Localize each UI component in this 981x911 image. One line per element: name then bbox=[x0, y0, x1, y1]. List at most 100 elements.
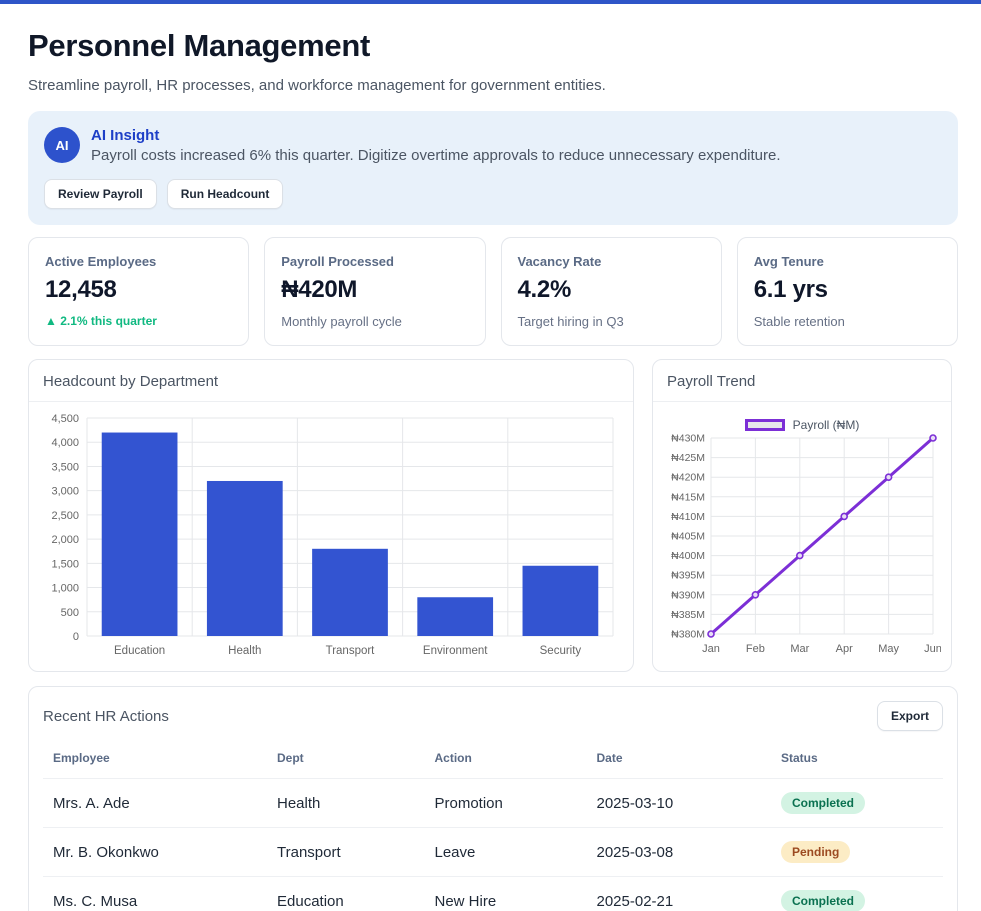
column-header-status: Status bbox=[781, 751, 818, 765]
column-header-employee: Employee bbox=[53, 751, 110, 765]
payroll-trend-card: Payroll Trend Payroll (₦M) ₦380M ₦385M ₦39… bbox=[652, 359, 952, 672]
svg-text:Jan: Jan bbox=[702, 643, 720, 655]
table-row: Mr. B. Okonkwo Transport Leave 2025-03-08 Pe… bbox=[43, 827, 943, 877]
table-row: Ms. C. Musa Education New Hire 2025-02-21 Co… bbox=[43, 876, 943, 911]
svg-text:₦400M: ₦400M bbox=[671, 550, 705, 562]
hr-actions-title: Recent HR Actions bbox=[43, 707, 169, 725]
svg-text:2,000: 2,000 bbox=[51, 534, 79, 546]
svg-text:3,500: 3,500 bbox=[51, 461, 79, 473]
svg-text:₦415M: ₦415M bbox=[671, 491, 705, 503]
date-cell: 2025-03-08 bbox=[596, 827, 781, 877]
svg-text:2,500: 2,500 bbox=[51, 510, 79, 522]
stat-value: 12,458 bbox=[45, 276, 117, 303]
status-badge: Completed bbox=[781, 890, 866, 911]
stat-label: Vacancy Rate bbox=[517, 254, 602, 269]
export-button[interactable]: Export bbox=[876, 701, 943, 731]
charts-row: Headcount by Department 0 500 1,000 1,500 2,… bbox=[28, 359, 958, 672]
svg-text:1,000: 1,000 bbox=[51, 583, 79, 595]
svg-text:Apr: Apr bbox=[836, 643, 853, 655]
svg-text:₦380M: ₦380M bbox=[671, 629, 705, 641]
stat-note: ▲ 2.1% this quarter bbox=[45, 314, 157, 328]
svg-text:500: 500 bbox=[61, 607, 79, 619]
employee-cell: Ms. C. Musa bbox=[43, 876, 277, 911]
stat-note: Target hiring in Q3 bbox=[517, 314, 624, 329]
stat-label: Active Employees bbox=[45, 254, 157, 269]
column-header-action: Action bbox=[434, 751, 472, 765]
dept-cell: Education bbox=[277, 876, 435, 911]
payroll-legend-label: Payroll (₦M) bbox=[792, 418, 860, 432]
status-cell: Pending bbox=[781, 827, 943, 877]
payroll-legend-swatch-icon bbox=[744, 419, 785, 431]
date-cell: 2025-02-21 bbox=[596, 876, 781, 911]
action-cell: Promotion bbox=[434, 778, 597, 828]
status-badge: Pending bbox=[781, 841, 851, 863]
stat-note: Stable retention bbox=[753, 314, 845, 329]
review-payroll-button[interactable]: Review Payroll bbox=[44, 179, 157, 209]
ai-avatar: AI bbox=[44, 127, 80, 163]
hr-actions-table: Employee Dept Action Date Status Mrs. A.… bbox=[43, 743, 943, 911]
page-title: Personnel Management bbox=[28, 28, 370, 63]
payroll-legend[interactable]: Payroll (₦M) bbox=[663, 410, 941, 432]
svg-text:₦425M: ₦425M bbox=[671, 452, 705, 464]
stat-card-vacancy-rate: Vacancy Rate 4.2% Target hiring in Q3 bbox=[500, 237, 722, 346]
svg-text:Transport: Transport bbox=[326, 645, 376, 657]
svg-text:Feb: Feb bbox=[746, 643, 765, 655]
payroll-line-chart[interactable]: ₦380M ₦385M ₦390M ₦395M ₦400M ₦405M ₦410M ₦415M… bbox=[663, 432, 942, 660]
stat-card-active-employees: Active Employees 12,458 ▲ 2.1% this quar… bbox=[28, 237, 250, 346]
stat-card-payroll-processed: Payroll Processed ₦420M Monthly payroll … bbox=[264, 237, 486, 346]
table-row: Mrs. A. Ade Health Promotion 2025-03-10 Comp… bbox=[43, 778, 943, 828]
employee-cell: Mr. B. Okonkwo bbox=[43, 827, 277, 877]
payroll-chart-title: Payroll Trend bbox=[667, 373, 756, 390]
status-cell: Completed bbox=[781, 876, 943, 911]
ai-insight-message: Payroll costs increased 6% this quarter.… bbox=[91, 147, 781, 164]
headcount-chart-title: Headcount by Department bbox=[43, 373, 219, 390]
action-cell: New Hire bbox=[434, 876, 597, 911]
ai-insight-title: AI Insight bbox=[91, 127, 160, 144]
svg-text:Environment: Environment bbox=[423, 645, 488, 657]
stat-label: Payroll Processed bbox=[281, 254, 394, 269]
dept-cell: Health bbox=[277, 778, 435, 828]
run-headcount-button[interactable]: Run Headcount bbox=[166, 179, 284, 209]
stat-value: ₦420M bbox=[281, 276, 358, 303]
dept-cell: Transport bbox=[277, 827, 435, 877]
svg-text:Education: Education bbox=[114, 645, 165, 657]
stats-row: Active Employees 12,458 ▲ 2.1% this quar… bbox=[28, 237, 958, 346]
top-accent-bar bbox=[0, 0, 981, 4]
column-header-dept: Dept bbox=[277, 751, 304, 765]
headcount-chart-card: Headcount by Department 0 500 1,000 1,500 2,… bbox=[28, 359, 634, 672]
ai-insight-card: AI AI Insight Payroll costs increased 6%… bbox=[28, 111, 958, 225]
svg-text:May: May bbox=[878, 643, 899, 655]
stat-value: 4.2% bbox=[517, 276, 572, 303]
svg-text:₦420M: ₦420M bbox=[671, 472, 705, 484]
employee-cell: Mrs. A. Ade bbox=[43, 778, 277, 828]
svg-text:₦390M: ₦390M bbox=[671, 589, 705, 601]
stat-card-avg-tenure: Avg Tenure 6.1 yrs Stable retention bbox=[736, 237, 958, 346]
svg-text:Security: Security bbox=[540, 645, 582, 657]
svg-text:₦385M: ₦385M bbox=[671, 609, 705, 621]
ai-actions-row: Review Payroll Run Headcount bbox=[44, 179, 942, 209]
date-cell: 2025-03-10 bbox=[596, 778, 781, 828]
svg-text:3,000: 3,000 bbox=[51, 486, 79, 498]
table-header-row: Employee Dept Action Date Status bbox=[43, 743, 943, 779]
main-content: Personnel Management Streamline payroll,… bbox=[28, 28, 958, 911]
svg-text:0: 0 bbox=[73, 631, 79, 643]
svg-text:Mar: Mar bbox=[790, 643, 809, 655]
headcount-bar-chart[interactable]: 0 500 1,000 1,500 2,000 2,500 3,000 3,500 4,000 4… bbox=[39, 410, 619, 662]
svg-text:1,500: 1,500 bbox=[51, 558, 79, 570]
svg-text:4,500: 4,500 bbox=[51, 413, 79, 425]
stat-label: Avg Tenure bbox=[753, 254, 824, 269]
page-subtitle: Streamline payroll, HR processes, and wo… bbox=[28, 77, 606, 94]
hr-actions-card: Recent HR Actions Export Employee Dept A… bbox=[28, 686, 958, 911]
svg-text:Health: Health bbox=[228, 645, 261, 657]
status-badge: Completed bbox=[781, 792, 866, 814]
status-cell: Completed bbox=[781, 778, 943, 828]
svg-text:₦410M: ₦410M bbox=[671, 511, 705, 523]
svg-text:4,000: 4,000 bbox=[51, 437, 79, 449]
stat-note: Monthly payroll cycle bbox=[281, 314, 402, 329]
svg-text:Jun: Jun bbox=[924, 643, 941, 655]
svg-text:₦430M: ₦430M bbox=[671, 433, 705, 445]
svg-text:₦405M: ₦405M bbox=[671, 531, 705, 543]
action-cell: Leave bbox=[434, 827, 597, 877]
column-header-date: Date bbox=[596, 751, 623, 765]
svg-text:₦395M: ₦395M bbox=[671, 570, 705, 582]
